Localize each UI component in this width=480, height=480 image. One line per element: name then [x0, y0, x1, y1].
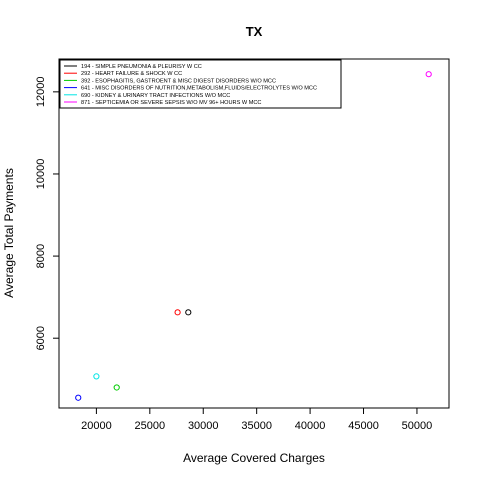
y-tick-label: 6000	[35, 326, 47, 350]
data-point	[113, 384, 120, 391]
x-tick-label: 35000	[241, 420, 272, 432]
data-point	[93, 373, 100, 380]
x-tick-label: 50000	[402, 420, 433, 432]
x-tick-label: 45000	[348, 420, 379, 432]
legend-label: 641 - MISC DISORDERS OF NUTRITION,METABO…	[81, 86, 317, 92]
x-tick-label: 25000	[135, 420, 166, 432]
y-tick-label: 10000	[35, 159, 47, 190]
legend-label: 871 - SEPTICEMIA OR SEVERE SEPSIS W/O MV…	[81, 100, 261, 106]
y-axis: 6000 8000 10000 12000	[35, 77, 60, 350]
data-points	[75, 71, 432, 401]
y-axis-label: Average Total Payments	[2, 168, 16, 298]
x-tick-label: 20000	[81, 420, 112, 432]
data-point	[75, 394, 82, 401]
x-axis: 20000 25000 30000 35000 40000 45000 50000	[81, 407, 433, 432]
legend-label: 690 - KIDNEY & URINARY TRACT INFECTIONS …	[81, 93, 230, 99]
legend-label: 392 - ESOPHAGITIS, GASTROENT & MISC DIGE…	[81, 78, 276, 84]
y-tick-label: 12000	[35, 77, 47, 108]
data-point	[174, 309, 181, 316]
x-tick-label: 40000	[295, 420, 326, 432]
legend-label: 292 - HEART FAILURE & SHOCK W CC	[81, 71, 182, 77]
legend: 194 - SIMPLE PNEUMONIA & PLEURISY W CC29…	[59, 59, 342, 109]
x-axis-label: Average Covered Charges	[183, 451, 325, 465]
data-point	[185, 309, 192, 316]
legend-box	[59, 59, 342, 109]
chart-title: TX	[246, 24, 263, 39]
y-tick-label: 8000	[35, 244, 47, 268]
data-point	[425, 71, 432, 78]
x-tick-label: 30000	[188, 420, 219, 432]
legend-label: 194 - SIMPLE PNEUMONIA & PLEURISY W CC	[81, 64, 202, 70]
